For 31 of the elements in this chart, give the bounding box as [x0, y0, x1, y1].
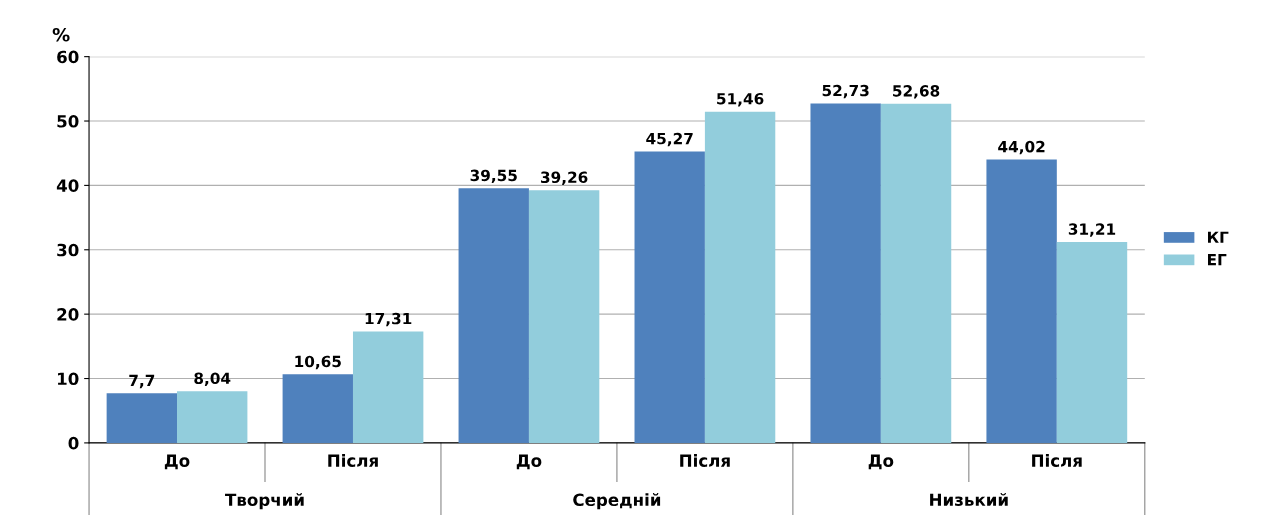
data-label: 52,73	[822, 84, 869, 99]
data-label: 39,26	[540, 171, 588, 185]
x-tick-label: Після	[680, 454, 730, 467]
data-label: 44,02	[998, 140, 1045, 155]
data-label: 31,21	[1068, 223, 1116, 237]
data-label: 10,65	[295, 355, 341, 370]
data-label: 17,31	[365, 312, 412, 327]
legend-label: КГ	[1208, 231, 1229, 243]
text: Середній	[573, 493, 661, 510]
y-tick-label: 0	[68, 436, 79, 450]
x-tick-label: Після	[1032, 454, 1082, 467]
data-label: 45,27	[646, 132, 693, 147]
text: Низький	[930, 493, 1008, 507]
y-tick-label: 60	[57, 50, 79, 64]
legend-label: ЕГ	[1208, 254, 1227, 266]
y-tick-label: 20	[57, 308, 79, 321]
data-label: 51,46	[717, 92, 764, 107]
data-label: 52,68	[893, 85, 940, 99]
y-axis-title: %	[52, 27, 70, 42]
x-tick-label: Після	[328, 454, 378, 467]
x-tick-label: До	[164, 454, 190, 470]
y-tick-label: 50	[57, 114, 79, 128]
x-tick-label: До	[516, 454, 542, 470]
data-label: 7,7	[129, 374, 155, 389]
data-label: 8,04	[194, 372, 231, 386]
text: Творчий	[225, 493, 304, 510]
y-tick-label: 30	[57, 243, 79, 257]
y-tick-label: 40	[56, 179, 79, 192]
y-tick-label: 10	[58, 372, 79, 386]
data-label: 39,55	[470, 169, 517, 184]
x-tick-label: До	[868, 454, 894, 470]
